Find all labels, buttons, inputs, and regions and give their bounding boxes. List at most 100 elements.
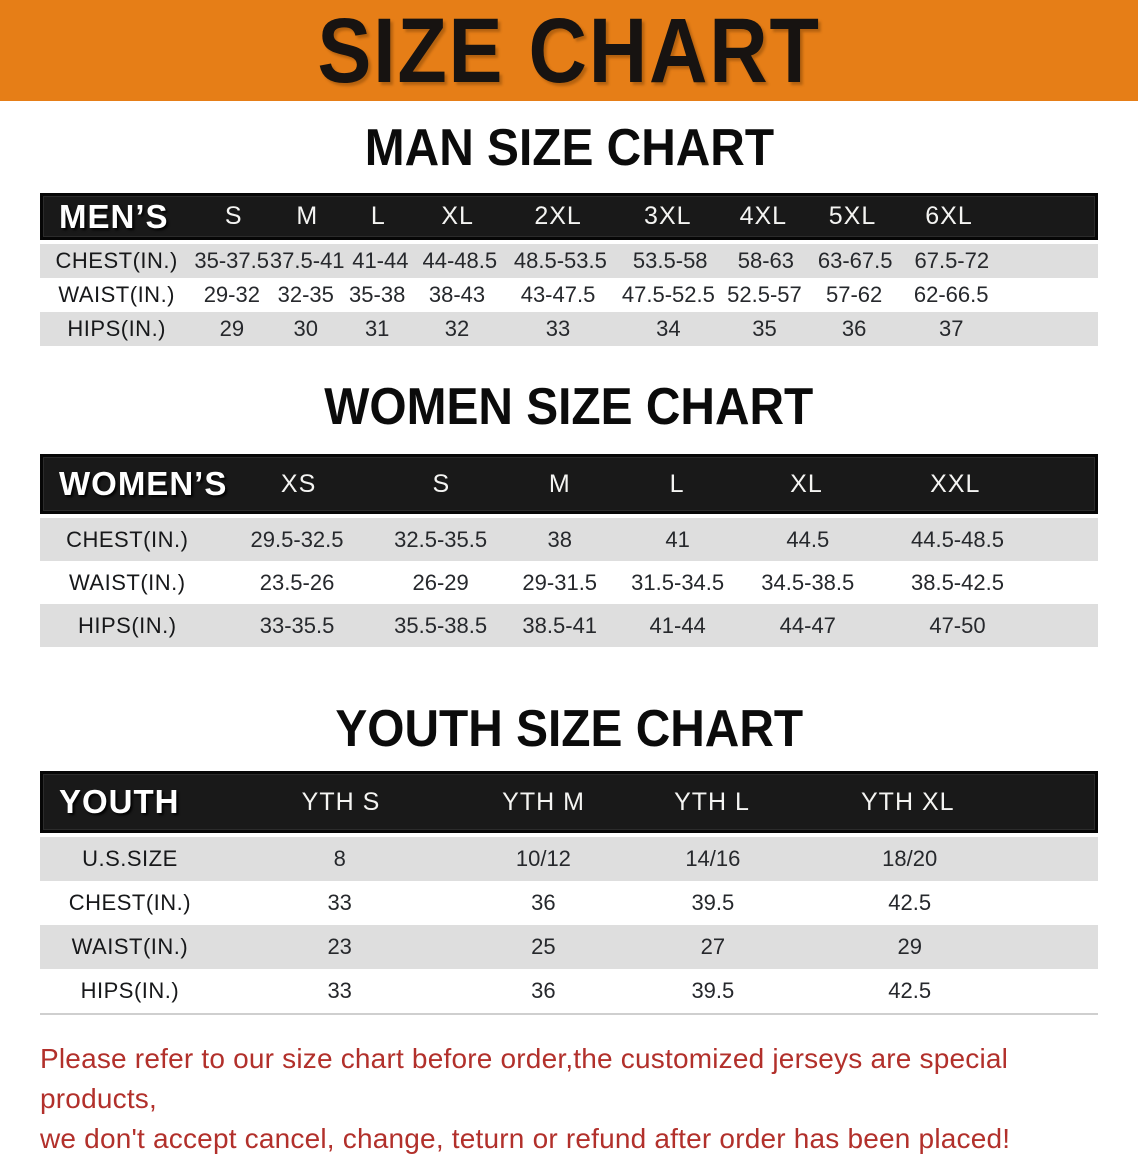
col-header: M (548, 469, 571, 498)
row-values: 29.5-32.5 32.5-35.5 38 41 44.5 44.5-48.5 (215, 518, 1098, 561)
value-cell: 34.5-38.5 (761, 569, 855, 595)
youth-table-header-row: YOUTH YTH S YTH M YTH L YTH XL (40, 771, 1098, 833)
banner-title: SIZE CHART (317, 0, 821, 102)
value-cell: 26-29 (412, 569, 469, 595)
value-cell: 32-35 (277, 282, 334, 307)
youth-heading-text: YOUTH SIZE CHART (335, 700, 803, 758)
value-cell: 29-32 (203, 282, 260, 307)
col-header: S (432, 469, 451, 498)
value-cell: 57-62 (825, 282, 883, 307)
value-cell: 36 (531, 978, 556, 1003)
value-cell: 52.5-57 (727, 282, 802, 307)
value-cell: 38.5-42.5 (910, 569, 1004, 595)
row-label: HIPS(IN.) (80, 978, 180, 1003)
youth-section-heading: YOUTH SIZE CHART (0, 702, 1138, 756)
value-cell: 33 (545, 316, 571, 341)
value-cell: 30 (293, 316, 318, 341)
value-cell: 43-47.5 (520, 282, 596, 307)
women-header-label: WOMEN’S (59, 465, 228, 502)
value-cell: 33-35.5 (259, 612, 335, 638)
value-cell: 63-67.5 (817, 248, 893, 273)
youth-header-columns: YTH S YTH M YTH L YTH XL (222, 774, 1095, 830)
value-cell: 37 (938, 316, 964, 341)
women-heading-text: WOMEN SIZE CHART (324, 378, 814, 436)
value-cell: 44.5 (786, 526, 830, 552)
men-chest-row: CHEST(IN.) 35-37.5 37.5-41 41-44 44-48.5… (40, 244, 1098, 278)
men-section-heading: MAN SIZE CHART (0, 121, 1138, 175)
col-header: L (669, 469, 685, 498)
value-cell: 38 (547, 526, 572, 552)
women-section-heading: WOMEN SIZE CHART (0, 380, 1138, 434)
disclaimer-line-2: we don't accept cancel, change, teturn o… (40, 1123, 1011, 1154)
men-header-label: MEN’S (59, 197, 169, 235)
value-cell: 18/20 (882, 846, 938, 871)
value-cell: 53.5-58 (632, 248, 708, 273)
value-cell: 34 (656, 316, 681, 341)
col-header: M (296, 202, 319, 230)
value-cell: 67.5-72 (914, 248, 990, 273)
col-header: S (224, 202, 243, 230)
col-header: YTH S (301, 787, 381, 816)
row-label: CHEST(IN.) (68, 890, 192, 915)
value-cell: 62-66.5 (913, 282, 989, 307)
row-values: 35-37.5 37.5-41 41-44 44-48.5 48.5-53.5 … (193, 244, 1098, 278)
women-header-columns: XS S M L XL XXL (217, 457, 1095, 511)
value-cell: 23.5-26 (259, 569, 335, 595)
value-cell: 32 (444, 316, 470, 341)
col-header: YTH M (502, 787, 585, 816)
women-table-header-row: WOMEN’S XS S M L XL XXL (40, 454, 1098, 514)
disclaimer-note: Please refer to our size chart before or… (0, 1039, 1138, 1159)
col-header: XXL (930, 469, 981, 498)
value-cell: 29 (897, 934, 922, 959)
value-cell: 38.5-41 (522, 612, 598, 638)
row-label: WAIST(IN.) (68, 569, 186, 595)
row-label: WAIST(IN.) (58, 282, 176, 307)
value-cell: 58-63 (737, 248, 795, 273)
men-header-columns: S M L XL 2XL 3XL 4XL 5XL 6XL (196, 196, 1095, 237)
youth-size-table: YOUTH YTH S YTH M YTH L YTH XL U.S.SIZE … (40, 771, 1098, 1015)
value-cell: 47.5-52.5 (621, 282, 715, 307)
row-values: 23 25 27 29 (220, 925, 1098, 969)
value-cell: 35-38 (349, 282, 406, 307)
col-header: 5XL (828, 202, 877, 230)
women-chest-row: CHEST(IN.) 29.5-32.5 32.5-35.5 38 41 44.… (40, 518, 1098, 561)
value-cell: 41-44 (649, 612, 706, 638)
value-cell: 41-44 (352, 248, 409, 273)
youth-ussize-row: U.S.SIZE 8 10/12 14/16 18/20 (40, 837, 1098, 881)
value-cell: 48.5-53.5 (513, 248, 607, 273)
col-header: XL (790, 469, 823, 498)
col-header: 2XL (534, 202, 582, 230)
value-cell: 27 (700, 934, 726, 959)
value-cell: 47-50 (929, 612, 986, 638)
women-waist-row: WAIST(IN.) 23.5-26 26-29 29-31.5 31.5-34… (40, 561, 1098, 604)
value-cell: 29 (219, 316, 245, 341)
row-values: 33-35.5 35.5-38.5 38.5-41 41-44 44-47 47… (215, 604, 1098, 647)
col-header: XS (280, 469, 317, 498)
row-values: 23.5-26 26-29 29-31.5 31.5-34.5 34.5-38.… (215, 561, 1098, 604)
value-cell: 39.5 (691, 890, 735, 915)
value-cell: 35.5-38.5 (394, 612, 488, 638)
value-cell: 37.5-41 (269, 248, 345, 273)
value-cell: 39.5 (691, 978, 735, 1003)
row-label: HIPS(IN.) (67, 316, 167, 341)
row-values: 8 10/12 14/16 18/20 (220, 837, 1098, 881)
women-size-table: WOMEN’S XS S M L XL XXL CHEST(IN.) 29.5-… (40, 454, 1098, 647)
row-values: 33 36 39.5 42.5 (220, 969, 1098, 1013)
value-cell: 44-48.5 (422, 248, 498, 273)
value-cell: 44.5-48.5 (910, 526, 1004, 552)
value-cell: 42.5 (888, 978, 932, 1003)
value-cell: 25 (531, 934, 556, 959)
col-header: 4XL (739, 202, 788, 230)
value-cell: 36 (841, 316, 867, 341)
value-cell: 33 (327, 890, 352, 915)
col-header: YTH XL (861, 787, 955, 816)
men-hips-row: HIPS(IN.) 29 30 31 32 33 34 35 36 37 (40, 312, 1098, 346)
row-values: 33 36 39.5 42.5 (220, 881, 1098, 925)
banner: SIZE CHART (0, 0, 1138, 101)
row-label: CHEST(IN.) (55, 248, 178, 273)
youth-hips-row: HIPS(IN.) 33 36 39.5 42.5 (40, 969, 1098, 1013)
value-cell: 35-37.5 (194, 248, 269, 273)
row-label: HIPS(IN.) (77, 612, 177, 638)
youth-waist-row: WAIST(IN.) 23 25 27 29 (40, 925, 1098, 969)
